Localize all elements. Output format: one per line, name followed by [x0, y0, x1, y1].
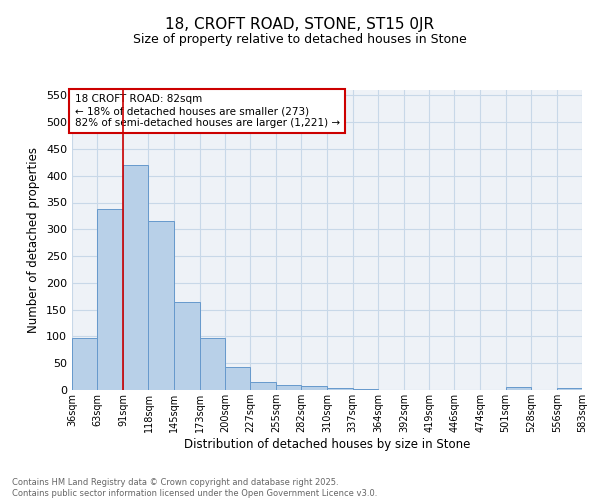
Bar — [148, 221, 173, 390]
Bar — [97, 209, 123, 390]
Y-axis label: Number of detached properties: Number of detached properties — [28, 147, 40, 333]
Text: Contains HM Land Registry data © Crown copyright and database right 2025.
Contai: Contains HM Land Registry data © Crown c… — [12, 478, 377, 498]
Bar — [557, 388, 582, 390]
Bar — [225, 367, 250, 390]
Bar — [72, 338, 97, 390]
X-axis label: Distribution of detached houses by size in Stone: Distribution of detached houses by size … — [184, 438, 470, 451]
Bar — [173, 302, 200, 390]
Bar — [328, 388, 353, 390]
Text: 18, CROFT ROAD, STONE, ST15 0JR: 18, CROFT ROAD, STONE, ST15 0JR — [166, 18, 434, 32]
Text: 18 CROFT ROAD: 82sqm
← 18% of detached houses are smaller (273)
82% of semi-deta: 18 CROFT ROAD: 82sqm ← 18% of detached h… — [74, 94, 340, 128]
Bar — [250, 382, 276, 390]
Bar — [276, 384, 301, 390]
Bar — [200, 338, 225, 390]
Bar — [506, 388, 531, 390]
Bar — [301, 386, 328, 390]
Bar — [123, 165, 148, 390]
Text: Size of property relative to detached houses in Stone: Size of property relative to detached ho… — [133, 32, 467, 46]
